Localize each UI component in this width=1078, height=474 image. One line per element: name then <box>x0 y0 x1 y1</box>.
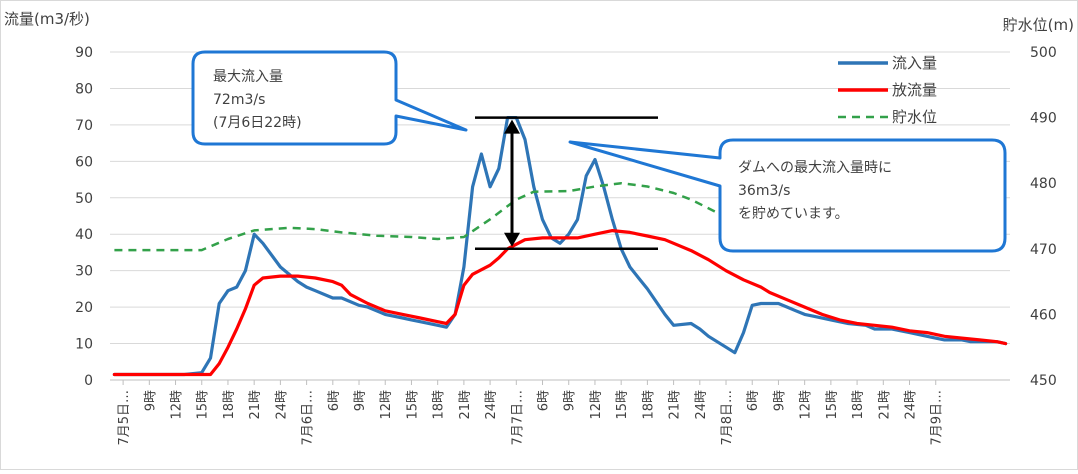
annotation-layer: 最大流入量 72m3/s (7月6日22時) ダムへの最大流入量時に 36m3/s を貯め… <box>191 50 1007 253</box>
y-left-tick-label: 50 <box>75 191 93 207</box>
callout-storage-text: を貯めています。 <box>738 206 849 222</box>
x-tick-label: 21時 <box>248 390 263 420</box>
x-tick-label: 21時 <box>877 390 892 420</box>
x-tick-label: 18時 <box>641 390 656 420</box>
x-tick-label: 7月9日… <box>930 390 945 446</box>
y-left-tick-label: 10 <box>75 337 93 353</box>
callout-max-inflow-text: (7月6日22時) <box>213 115 302 131</box>
axis-layer: 0 10 20 30 40 50 60 70 80 90 450 460 470 480 490 500 7月5… <box>75 45 1057 446</box>
x-tick-label: 7月7日… <box>510 390 525 446</box>
x-tick-label: 9時 <box>563 390 578 411</box>
x-tick-label: 6時 <box>327 390 342 411</box>
callout-storage <box>568 138 1007 253</box>
x-tick-label: 7月6日… <box>301 390 316 446</box>
x-tick-label: 12時 <box>379 390 394 420</box>
x-tick-label: 24時 <box>694 390 709 420</box>
callout-storage-text: ダムへの最大流入量時に <box>738 160 892 176</box>
y-left-tick-label: 30 <box>75 264 93 280</box>
y-left-tick-label: 0 <box>84 373 93 389</box>
legend-label: 流入量 <box>892 54 937 72</box>
x-tick-label: 9時 <box>353 390 368 411</box>
y-right-tick-label: 480 <box>1030 176 1057 192</box>
y-left-tick-label: 20 <box>75 300 93 316</box>
y-right-tick-label: 470 <box>1030 242 1057 258</box>
x-tick-label: 15時 <box>196 390 211 420</box>
x-tick-label: 21時 <box>458 390 473 420</box>
y-left-tick-label: 40 <box>75 227 93 243</box>
x-tick-label: 24時 <box>484 390 499 420</box>
x-tick-label: 7月8日… <box>720 390 735 446</box>
legend-label: 放流量 <box>892 81 937 99</box>
x-tick-label: 18時 <box>222 390 237 420</box>
x-tick-label: 21時 <box>668 390 683 420</box>
x-tick-label: 7月5日… <box>117 390 132 446</box>
series-layer <box>112 115 1008 377</box>
x-tick-label: 24時 <box>904 390 919 420</box>
y-left-tick-label: 70 <box>75 118 93 134</box>
callout-storage-text: 36m3/s <box>738 183 790 199</box>
series-line-貯水位 <box>114 181 736 252</box>
callout-max-inflow-text: 72m3/s <box>213 92 265 108</box>
x-tick-label: 9時 <box>772 390 787 411</box>
x-tick-label: 18時 <box>432 390 447 420</box>
x-tick-label: 12時 <box>589 390 604 420</box>
x-tick-label: 24時 <box>274 390 289 420</box>
legend-label: 貯水位 <box>892 108 937 126</box>
series-line-放流量 <box>112 229 1008 377</box>
y-right-tick-label: 490 <box>1030 111 1057 127</box>
y-left-tick-label: 80 <box>75 81 93 97</box>
x-tick-label: 6時 <box>537 390 552 411</box>
x-tick-label: 15時 <box>615 390 630 420</box>
y-left-tick-label: 90 <box>75 45 93 61</box>
storage-arrow-head-up <box>504 119 520 134</box>
y-right-axis-label: 貯水位(m) <box>1003 16 1074 34</box>
x-tick-label: 12時 <box>170 390 185 420</box>
y-right-tick-label: 450 <box>1030 373 1057 389</box>
y-right-tick-label: 500 <box>1030 45 1057 61</box>
x-tick-label: 15時 <box>405 390 420 420</box>
x-tick-label: 6時 <box>746 390 761 411</box>
x-tick-label: 9時 <box>143 390 158 411</box>
y-left-axis-label: 流量(m3/秒) <box>4 10 90 28</box>
callout-max-inflow-text: 最大流入量 <box>213 69 283 85</box>
y-right-tick-label: 460 <box>1030 307 1057 323</box>
x-tick-label: 15時 <box>825 390 840 420</box>
y-left-tick-label: 60 <box>75 154 93 170</box>
storage-arrow-head-down <box>504 232 520 247</box>
x-tick-label: 12時 <box>799 390 814 420</box>
x-tick-label: 18時 <box>851 390 866 420</box>
callout-max-inflow <box>191 50 468 146</box>
